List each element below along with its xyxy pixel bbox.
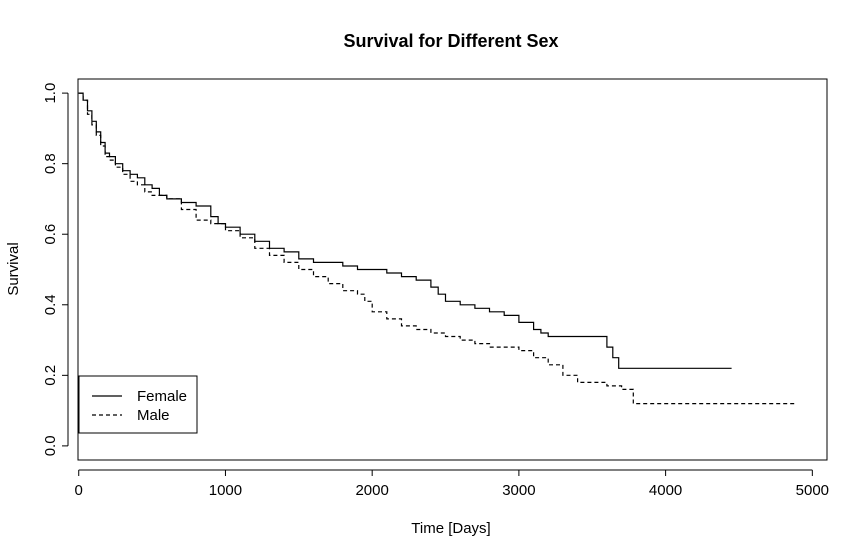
legend: Female Male <box>78 375 198 434</box>
legend-label-female: Female <box>137 388 187 405</box>
y-tick-label: 0.6 <box>42 224 59 245</box>
x-axis-label: Time [Days] <box>411 520 490 537</box>
series-line-male <box>78 92 795 405</box>
legend-box <box>78 375 198 434</box>
series-line-female <box>78 92 732 369</box>
x-tick-label: 2000 <box>355 482 388 499</box>
y-tick-label: 0.2 <box>42 365 59 386</box>
x-tick-label: 3000 <box>502 482 535 499</box>
x-tick-label: 1000 <box>209 482 242 499</box>
x-axis: 0 1000 2000 3000 4000 5000 <box>75 469 829 499</box>
chart-title: Survival for Different Sex <box>343 31 558 51</box>
x-tick-label: 0 <box>75 482 83 499</box>
y-axis-label: Survival <box>5 242 22 295</box>
y-tick-label: 0.4 <box>42 294 59 315</box>
y-tick-label: 0.0 <box>42 435 59 456</box>
plot-frame <box>77 78 828 461</box>
y-tick-label: 1.0 <box>42 83 59 104</box>
x-tick-label: 5000 <box>796 482 829 499</box>
y-axis: 0.0 0.2 0.4 0.6 0.8 1.0 <box>42 83 69 456</box>
y-tick-label: 0.8 <box>42 153 59 174</box>
series-group <box>78 92 795 405</box>
legend-label-male: Male <box>137 407 170 424</box>
x-tick-label: 4000 <box>649 482 682 499</box>
